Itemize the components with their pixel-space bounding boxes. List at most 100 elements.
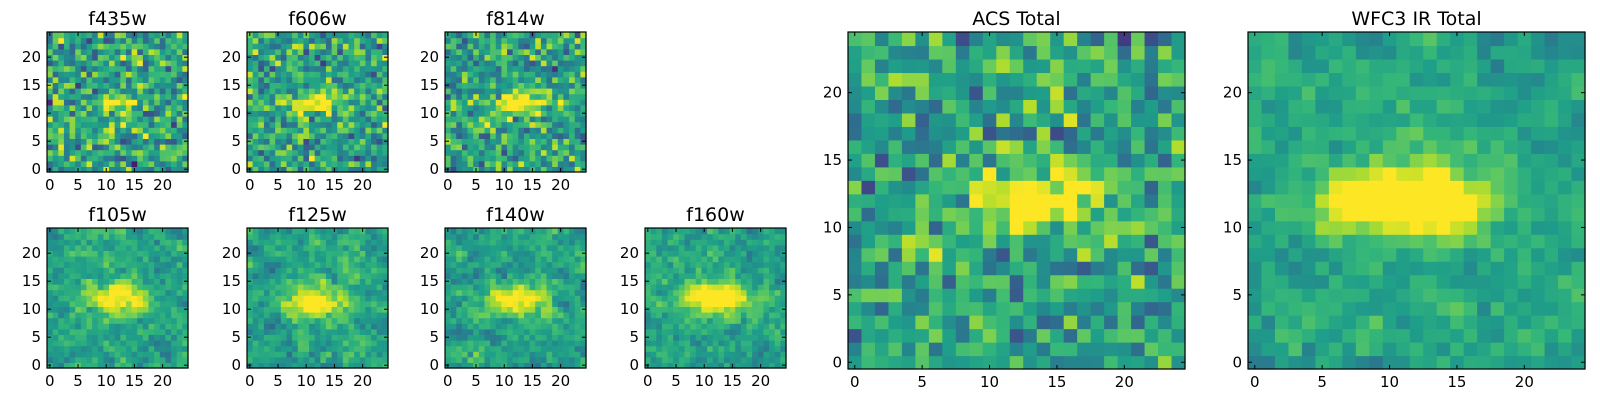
- heatmap-cell: [495, 48, 502, 55]
- heatmap-cell: [263, 32, 271, 39]
- heatmap-cell: [769, 256, 776, 263]
- heatmap-cell: [280, 306, 288, 313]
- heatmap-cell: [928, 274, 943, 289]
- heatmap-cell: [342, 267, 350, 274]
- heatmap-cell: [552, 65, 559, 72]
- heatmap-cell: [159, 54, 167, 61]
- heatmap-cell: [171, 267, 178, 274]
- heatmap-cell: [1117, 261, 1132, 276]
- heatmap-cell: [574, 351, 581, 358]
- heatmap-cell: [120, 71, 127, 78]
- heatmap-cell: [97, 233, 104, 240]
- heatmap-cell: [673, 300, 680, 307]
- heatmap-cell: [69, 132, 76, 139]
- heatmap-cell: [690, 328, 697, 335]
- heatmap-cell: [1077, 301, 1092, 316]
- heatmap-cell: [563, 317, 570, 324]
- heatmap-cell: [309, 351, 316, 358]
- x-tick-label: 20: [551, 372, 570, 390]
- heatmap-cell: [263, 132, 271, 139]
- heatmap-cell: [331, 250, 338, 257]
- heatmap-cell: [292, 323, 299, 330]
- heatmap-cell: [774, 345, 781, 352]
- heatmap-cell: [1104, 261, 1119, 276]
- heatmap-cell: [303, 278, 310, 285]
- heatmap-cell: [484, 244, 491, 251]
- heatmap-cell: [557, 93, 565, 100]
- heatmap-cell: [280, 166, 288, 173]
- heatmap-cell: [331, 256, 338, 263]
- heatmap-cell: [1023, 166, 1038, 181]
- heatmap-cell: [712, 328, 719, 335]
- heatmap-cell: [303, 345, 310, 352]
- heatmap-cell: [746, 278, 753, 285]
- heatmap-cell: [52, 356, 59, 363]
- heatmap-cell: [342, 93, 350, 100]
- heatmap-cell: [473, 48, 480, 55]
- heatmap-cell: [535, 306, 542, 313]
- heatmap-cell: [490, 43, 497, 50]
- heatmap-cell: [348, 144, 355, 151]
- heatmap-cell: [80, 289, 88, 296]
- heatmap-cell: [286, 166, 293, 173]
- heatmap-cell: [171, 244, 178, 251]
- heatmap-cell: [52, 317, 59, 324]
- heatmap-cell: [371, 138, 378, 145]
- heatmap-cell: [763, 351, 770, 358]
- heatmap-cell: [569, 155, 576, 162]
- heatmap-cell: [645, 340, 652, 347]
- heatmap-cell: [114, 48, 121, 55]
- heatmap-cell: [490, 32, 497, 39]
- heatmap-cell: [484, 43, 491, 50]
- heatmap-cell: [159, 334, 167, 341]
- heatmap-cell: [450, 306, 457, 313]
- heatmap-cell: [309, 272, 316, 279]
- heatmap-cell: [495, 32, 502, 39]
- heatmap-cell: [176, 166, 183, 173]
- heatmap-cell: [523, 256, 531, 263]
- heatmap-cell: [325, 239, 333, 246]
- heatmap-cell: [137, 138, 144, 145]
- heatmap-cell: [1050, 355, 1065, 370]
- x-tick-label: 10: [297, 372, 316, 390]
- heatmap-cell: [148, 132, 155, 139]
- heatmap-cell: [69, 155, 76, 162]
- heatmap-cell: [645, 351, 652, 358]
- heatmap-cell: [142, 116, 150, 123]
- heatmap-cell: [645, 261, 652, 268]
- heatmap-cell: [371, 110, 378, 117]
- heatmap-cell: [718, 323, 725, 330]
- heatmap-cell: [348, 127, 355, 134]
- heatmap-cell: [354, 272, 361, 279]
- heatmap-cell: [252, 76, 259, 83]
- heatmap-cell: [501, 54, 508, 61]
- heatmap-cell: [563, 284, 570, 291]
- heatmap-cell: [501, 48, 508, 55]
- heatmap-cell: [445, 289, 452, 296]
- heatmap-cell: [109, 60, 116, 67]
- heatmap-cell: [159, 144, 167, 151]
- heatmap-cell: [723, 250, 731, 257]
- heatmap-cell: [331, 121, 338, 128]
- heatmap-cell: [103, 88, 110, 95]
- heatmap-cell: [320, 256, 327, 263]
- heatmap-cell: [86, 93, 93, 100]
- heatmap-cell: [58, 334, 65, 341]
- heatmap-cell: [131, 121, 138, 128]
- heatmap-cell: [252, 334, 259, 341]
- heatmap-cell: [154, 261, 161, 268]
- heatmap-cell: [501, 244, 508, 251]
- heatmap-cell: [667, 334, 674, 341]
- heatmap-cell: [320, 149, 327, 156]
- heatmap-cell: [275, 82, 282, 89]
- heatmap-cell: [337, 284, 344, 291]
- heatmap-cell: [563, 138, 570, 145]
- heatmap-cell: [574, 261, 581, 268]
- heatmap-cell: [142, 144, 150, 151]
- heatmap-cell: [1144, 180, 1159, 195]
- heatmap-cell: [309, 261, 316, 268]
- heatmap-cell: [297, 155, 304, 162]
- heatmap-cell: [473, 65, 480, 72]
- heatmap-cell: [159, 323, 167, 330]
- heatmap-cell: [461, 76, 469, 83]
